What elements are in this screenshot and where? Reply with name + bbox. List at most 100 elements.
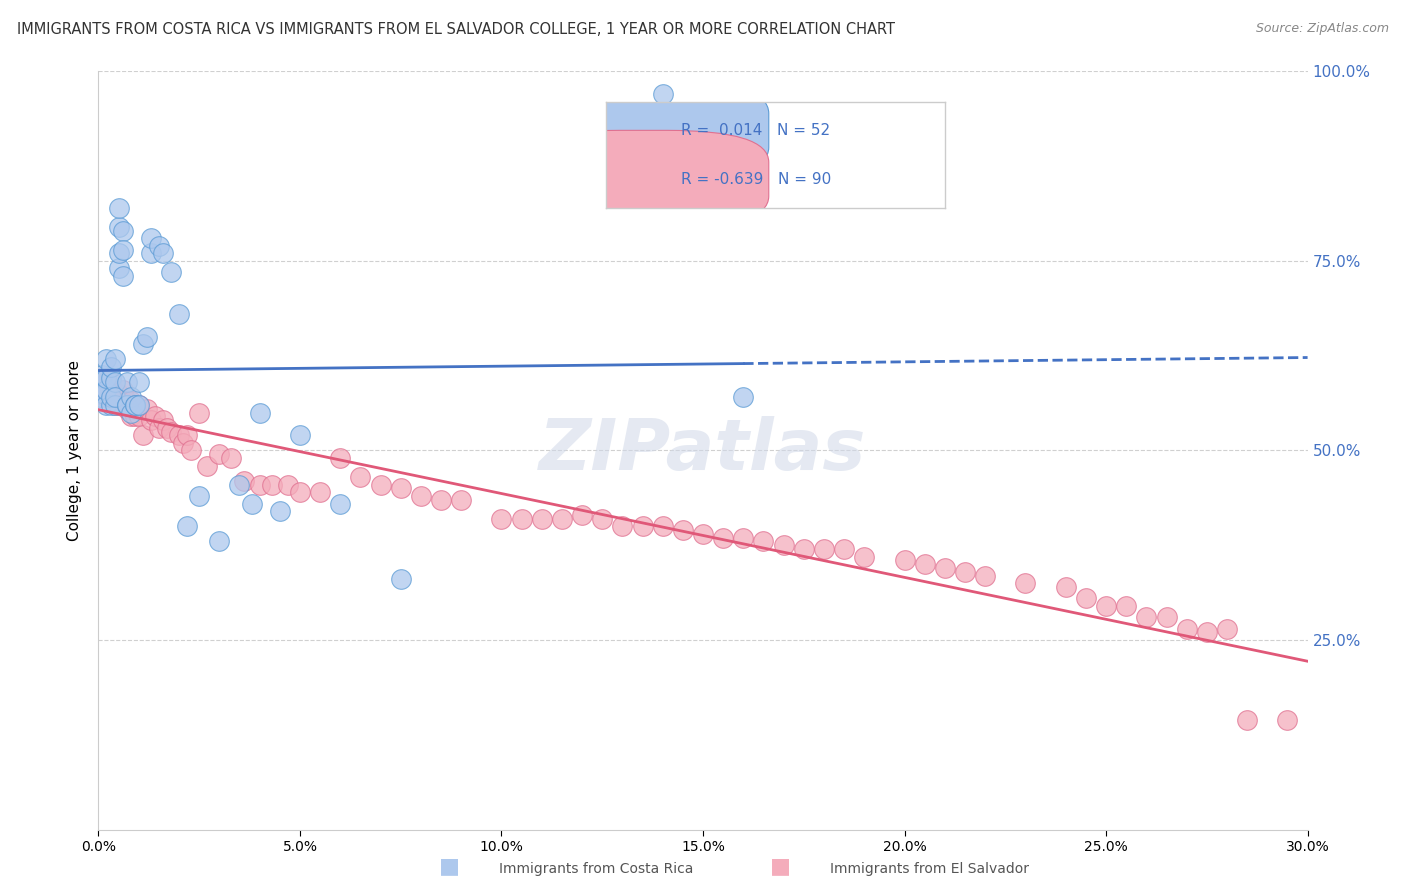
Point — [103, 398, 125, 412]
Point — [530, 512, 553, 526]
Point — [551, 512, 574, 526]
Point — [430, 492, 453, 507]
Point — [111, 383, 134, 397]
Point — [793, 542, 815, 557]
Point — [752, 534, 775, 549]
Point — [152, 413, 174, 427]
Point — [1095, 599, 1118, 613]
Point — [208, 447, 231, 461]
Point — [124, 409, 146, 424]
Point — [591, 512, 613, 526]
Point — [1115, 599, 1137, 613]
Point — [389, 482, 412, 496]
Point — [124, 398, 146, 412]
Point — [107, 246, 129, 260]
Point — [1156, 610, 1178, 624]
Point — [672, 523, 695, 537]
Point — [100, 359, 122, 375]
Point — [329, 451, 352, 466]
Text: IMMIGRANTS FROM COSTA RICA VS IMMIGRANTS FROM EL SALVADOR COLLEGE, 1 YEAR OR MOR: IMMIGRANTS FROM COSTA RICA VS IMMIGRANTS… — [17, 22, 894, 37]
Point — [103, 394, 125, 409]
Point — [974, 568, 997, 582]
Point — [89, 379, 111, 393]
Point — [228, 477, 250, 491]
Point — [1236, 713, 1258, 727]
Point — [124, 401, 146, 416]
Text: Source: ZipAtlas.com: Source: ZipAtlas.com — [1256, 22, 1389, 36]
Point — [120, 409, 142, 424]
Point — [100, 376, 122, 390]
Point — [349, 470, 371, 484]
Point — [1135, 610, 1157, 624]
Point — [651, 87, 673, 102]
Point — [249, 477, 271, 491]
Point — [188, 489, 211, 503]
Point — [132, 428, 155, 442]
Point — [180, 443, 202, 458]
Point — [934, 561, 956, 575]
Point — [329, 496, 352, 510]
Point — [409, 489, 432, 503]
Point — [772, 538, 794, 552]
Point — [309, 485, 332, 500]
Point — [853, 549, 876, 564]
Y-axis label: College, 1 year or more: College, 1 year or more — [67, 360, 83, 541]
Point — [128, 398, 150, 412]
Point — [91, 368, 114, 382]
Point — [96, 376, 118, 390]
Point — [115, 376, 138, 390]
Point — [96, 391, 118, 405]
Point — [115, 394, 138, 409]
Point — [96, 383, 118, 397]
Point — [132, 337, 155, 351]
Point — [612, 519, 634, 533]
Point — [1014, 576, 1036, 591]
Point — [167, 307, 190, 321]
Point — [1277, 713, 1299, 727]
Point — [651, 519, 673, 533]
Point — [491, 512, 513, 526]
Point — [733, 531, 755, 545]
Point — [100, 386, 122, 401]
Point — [156, 421, 179, 435]
Point — [1195, 625, 1218, 640]
Point — [143, 409, 166, 424]
Point — [139, 231, 162, 245]
Point — [893, 553, 915, 567]
Point — [167, 428, 190, 442]
Point — [277, 477, 299, 491]
Point — [91, 371, 114, 385]
Point — [288, 485, 311, 500]
Point — [510, 512, 533, 526]
Point — [148, 238, 170, 253]
Point — [111, 243, 134, 257]
Point — [135, 401, 157, 416]
Point — [89, 391, 111, 405]
Point — [188, 405, 211, 420]
Point — [111, 394, 134, 409]
Point — [100, 391, 122, 405]
Point — [221, 451, 243, 466]
Point — [107, 386, 129, 401]
Point — [832, 542, 855, 557]
Point — [1216, 622, 1239, 636]
Point — [115, 398, 138, 412]
Point — [1054, 580, 1077, 594]
Point — [813, 542, 835, 557]
Point — [160, 265, 183, 279]
Point — [107, 398, 129, 412]
Point — [115, 398, 138, 412]
Point — [148, 421, 170, 435]
Point — [240, 496, 263, 510]
Point — [128, 398, 150, 412]
Text: Immigrants from El Salvador: Immigrants from El Salvador — [830, 862, 1029, 876]
Point — [288, 428, 311, 442]
Point — [111, 269, 134, 284]
Point — [172, 436, 194, 450]
Point — [124, 398, 146, 412]
Point — [450, 492, 472, 507]
Point — [115, 401, 138, 416]
Point — [107, 261, 129, 276]
Point — [176, 519, 198, 533]
Point — [160, 425, 183, 439]
